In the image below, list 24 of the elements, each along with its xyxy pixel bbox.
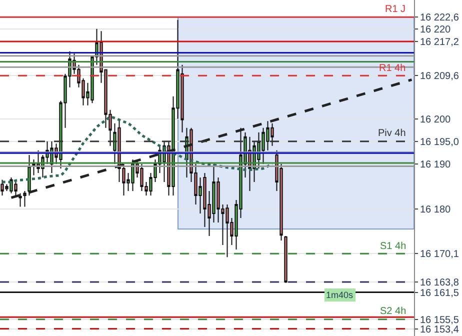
y-tick-label: 16 170,1 bbox=[420, 249, 460, 260]
y-tick-label: 16 200 bbox=[420, 114, 452, 126]
y-tick-label: 16 163,8 bbox=[420, 277, 460, 288]
ref-line-label: R1 4h bbox=[379, 63, 406, 74]
ref-line-label: R1 J bbox=[385, 4, 406, 15]
y-tick-label: 16 161,5 bbox=[420, 288, 460, 299]
y-tick-label: 16 155,5 bbox=[420, 314, 460, 326]
line-series bbox=[1, 116, 274, 184]
candlestick bbox=[18, 192, 22, 208]
y-tick-label: 16 180 bbox=[420, 204, 452, 216]
y-tick-label: 16 190 bbox=[420, 159, 452, 170]
y-tick-label: 16 220 bbox=[420, 24, 452, 36]
ref-line-label: Piv 4h bbox=[378, 128, 406, 139]
candlestick bbox=[284, 236, 288, 284]
candlestick bbox=[23, 190, 26, 208]
ref-line-label: S2 4h bbox=[380, 306, 406, 317]
candlestick bbox=[28, 154, 31, 196]
ref-line-label: S1 4h bbox=[380, 241, 406, 252]
y-tick-label: 16 217,2 bbox=[420, 36, 460, 48]
y-tick-label: 16 153,4 bbox=[420, 324, 460, 336]
annotation: 1m40s bbox=[326, 290, 354, 300]
y-tick-label: 16 209,6 bbox=[420, 71, 460, 82]
y-tick-label: 16 195,0 bbox=[420, 136, 460, 148]
y-tick-label: 16 222,6 bbox=[420, 12, 460, 24]
